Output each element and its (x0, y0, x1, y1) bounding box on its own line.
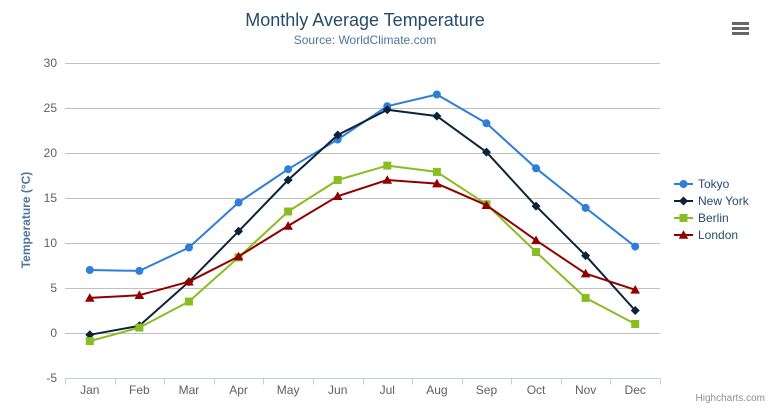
series-point[interactable] (432, 90, 441, 99)
legend-item-label: Berlin (698, 210, 729, 225)
y-axis-title: Temperature (°C) (19, 171, 33, 269)
highcharts-credit-link[interactable]: Highcharts.com (695, 393, 765, 404)
series-point[interactable] (234, 198, 243, 207)
series-point[interactable] (630, 285, 641, 294)
x-axis-label: Mar (179, 383, 200, 397)
series-point[interactable] (233, 251, 244, 261)
series-point[interactable] (532, 164, 541, 173)
chart-subtitle: Source: WorldClimate.com (293, 33, 437, 47)
x-axis-label: May (277, 383, 300, 397)
series-line (88, 108, 637, 336)
series-point[interactable] (135, 266, 144, 275)
london-marker-icon (674, 229, 693, 239)
series-point[interactable] (333, 176, 342, 184)
y-axis-label: 5 (50, 281, 57, 295)
series-point[interactable] (432, 167, 441, 176)
series-point[interactable] (333, 130, 343, 140)
series-point[interactable] (481, 147, 491, 157)
series-point[interactable] (580, 268, 591, 278)
series-point[interactable] (85, 330, 95, 340)
series-point[interactable] (630, 306, 640, 315)
series-point[interactable] (631, 320, 640, 328)
x-axis-label: Jul (380, 383, 395, 397)
x-axis-label: Sep (476, 383, 498, 397)
series-point[interactable] (234, 226, 244, 236)
series-point[interactable] (531, 235, 541, 245)
series-point[interactable] (482, 119, 491, 128)
export-menu-button[interactable] (732, 22, 749, 35)
y-axis-label: 30 (44, 56, 58, 70)
y-axis-label: 20 (44, 146, 58, 160)
series-point[interactable] (531, 201, 541, 211)
series-point[interactable] (184, 297, 193, 306)
series-point[interactable] (581, 293, 590, 302)
series-new-york (85, 105, 640, 340)
series-point[interactable] (134, 290, 145, 299)
series-point[interactable] (382, 175, 393, 184)
tokyo-marker-icon (674, 179, 693, 188)
y-axis-label: 15 (44, 191, 58, 205)
new-york-marker-icon (674, 196, 693, 205)
legend-item-label: Tokyo (698, 176, 730, 191)
hamburger-icon (732, 22, 749, 25)
series-point[interactable] (432, 111, 442, 121)
series-point[interactable] (85, 266, 94, 274)
series-point[interactable] (135, 323, 144, 332)
series-point[interactable] (284, 165, 293, 174)
series-point[interactable] (581, 203, 590, 212)
x-axis-label: Oct (527, 383, 546, 397)
series-point[interactable] (679, 213, 688, 222)
series-point[interactable] (283, 175, 293, 185)
series-point[interactable] (332, 191, 343, 200)
series-point[interactable] (85, 337, 94, 346)
series-point[interactable] (84, 293, 95, 302)
legend-item-label: New York (698, 193, 749, 208)
hamburger-icon (732, 27, 749, 30)
legend-item-london[interactable]: London (674, 227, 749, 242)
series-point[interactable] (631, 242, 640, 251)
x-axis-label: Nov (575, 383, 596, 397)
legend-item-new-york[interactable]: New York (674, 193, 749, 208)
series-point[interactable] (184, 243, 193, 252)
series-point[interactable] (383, 161, 392, 170)
series-line (88, 93, 637, 272)
series-london (84, 175, 641, 302)
series-tokyo (85, 90, 640, 275)
x-axis-label: Jan (80, 383, 99, 397)
chart-title: Monthly Average Temperature (245, 10, 485, 30)
series-line (88, 179, 637, 299)
x-axis-label: Apr (229, 383, 248, 397)
series-point[interactable] (284, 207, 293, 216)
legend-item-tokyo[interactable]: Tokyo (674, 176, 749, 191)
series-point[interactable] (432, 178, 442, 188)
legend: Tokyo New York Berlin London (674, 177, 749, 245)
series-point[interactable] (382, 105, 392, 115)
series-point[interactable] (581, 251, 591, 261)
series-point[interactable] (184, 276, 194, 286)
series-line (88, 164, 637, 343)
y-axis-label: 25 (44, 101, 58, 115)
berlin-marker-icon (674, 213, 693, 222)
x-axis-label: Aug (426, 383, 447, 397)
series-point[interactable] (283, 221, 293, 230)
series-point[interactable] (481, 200, 492, 209)
x-axis-label: Feb (129, 383, 150, 397)
series-point[interactable] (679, 179, 688, 188)
hamburger-icon (732, 32, 749, 35)
series-point[interactable] (532, 248, 541, 256)
legend-item-label: London (698, 227, 739, 242)
series-point[interactable] (679, 196, 688, 205)
y-axis-label: -5 (46, 371, 57, 385)
legend-item-berlin[interactable]: Berlin (674, 210, 749, 225)
x-axis-label: Jun (328, 383, 347, 397)
y-axis-label: 10 (44, 236, 58, 250)
y-axis-label: 0 (50, 326, 57, 340)
series-point[interactable] (678, 229, 689, 239)
x-axis-label: Dec (625, 383, 646, 397)
